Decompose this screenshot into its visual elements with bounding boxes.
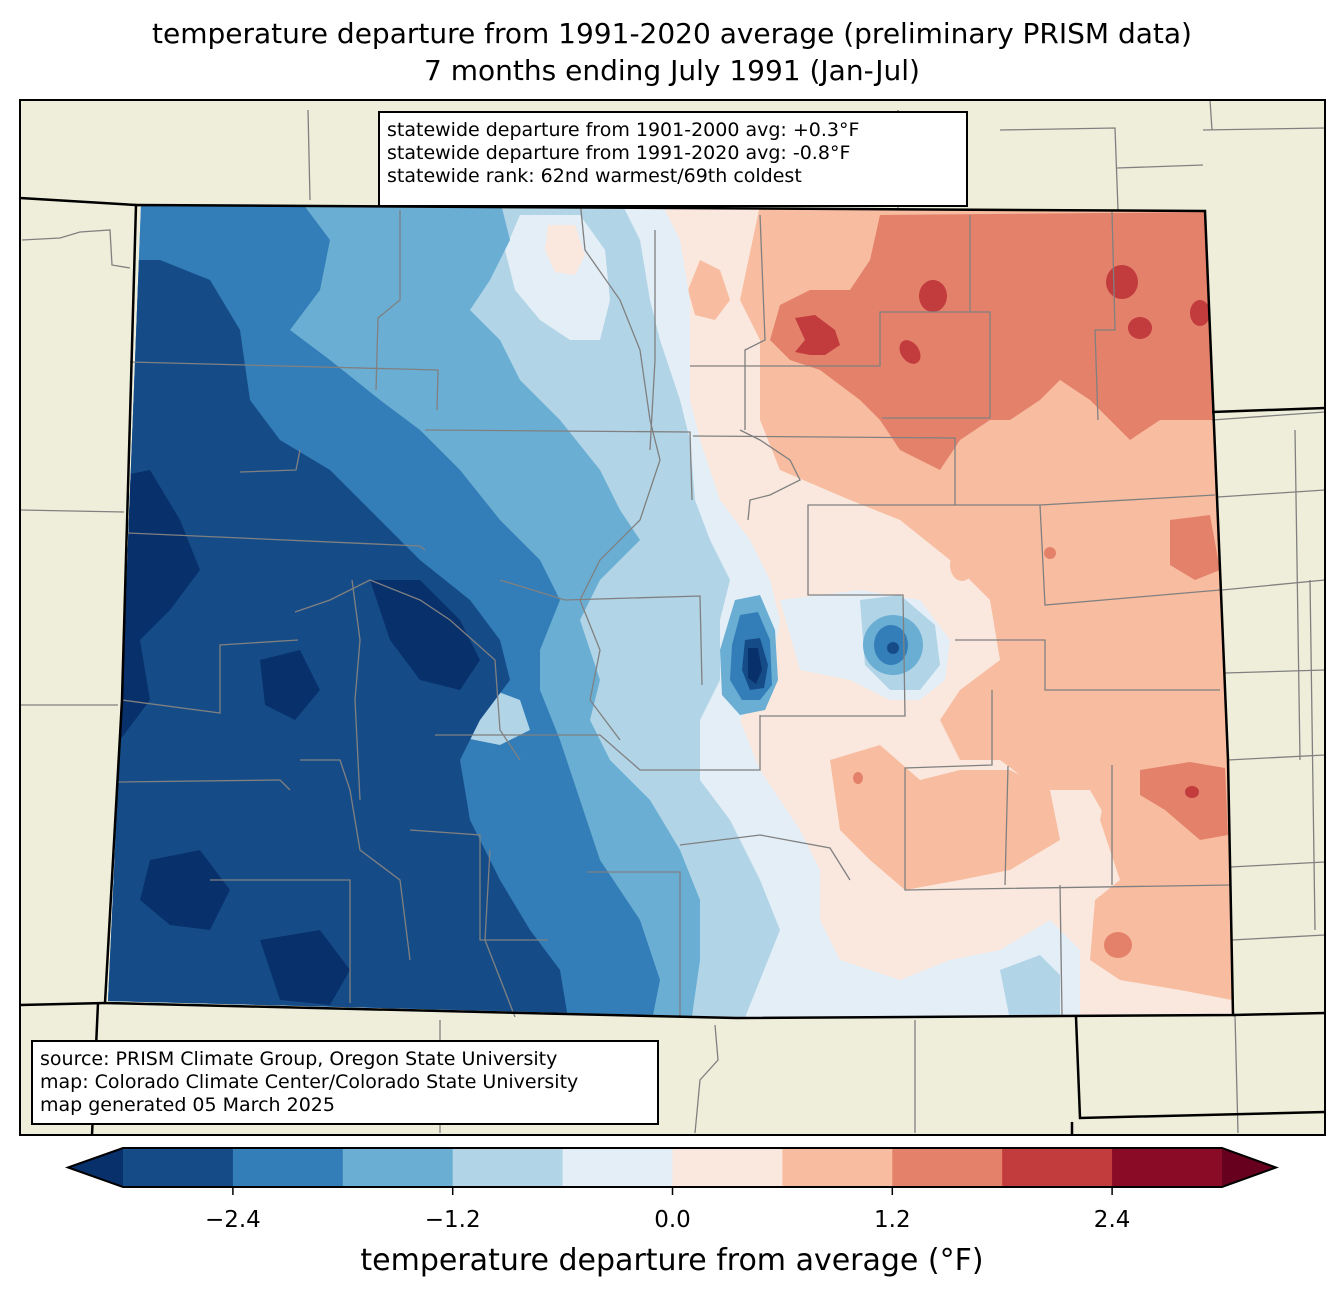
band-1.8-to-2.4 — [795, 315, 840, 355]
band-neg1.2-to-neg0.6 — [1000, 955, 1060, 1017]
colorbar-tick-label: 0.0 — [654, 1207, 691, 1233]
colorbar-label: temperature departure from average (°F) — [360, 1243, 984, 1278]
band-1.8-to-2.4 — [1128, 317, 1152, 339]
colorbar-extend-over — [1222, 1148, 1276, 1187]
band-0.6-to-1.2 — [688, 260, 730, 320]
band-below-neg3.0 — [748, 648, 762, 684]
band-1.2-to-1.8 — [1044, 547, 1056, 559]
colorbar-segment — [672, 1148, 783, 1187]
colorbar-segment — [1112, 1148, 1223, 1187]
band-0.6-to-1.2 — [830, 745, 1060, 890]
map-credit-line: map: Colorado Climate Center/Colorado St… — [40, 1071, 579, 1093]
stat-1901-2000: statewide departure from 1901-2000 avg: … — [387, 119, 860, 141]
colorbar-segment — [782, 1148, 893, 1187]
source-box: source: PRISM Climate Group, Oregon Stat… — [31, 1040, 659, 1125]
colorbar-tick-label: 2.4 — [1093, 1207, 1131, 1233]
band-neg0.6-to-0 — [505, 215, 610, 340]
band-below-neg3.0 — [260, 930, 350, 1005]
statewide-stats-box: statewide departure from 1901-2000 avg: … — [378, 111, 968, 207]
colorado-border — [103, 203, 1235, 1020]
colorbar-outline — [65, 1147, 1279, 1188]
colorbar-segment — [123, 1148, 234, 1187]
colorbar — [65, 1147, 1279, 1195]
band-0.6-to-1.2 — [950, 549, 974, 581]
chart-title-line2: 7 months ending July 1991 (Jan-Jul) — [424, 54, 920, 87]
colorbar-extend-under — [68, 1148, 123, 1187]
band-1.2-to-1.8 — [1170, 515, 1220, 580]
stat-rank: statewide rank: 62nd warmest/69th coldes… — [387, 165, 802, 187]
band-1.8-to-2.4 — [919, 280, 947, 312]
chart-title-line1: temperature departure from 1991-2020 ave… — [152, 17, 1192, 50]
colorbar-segment — [452, 1148, 564, 1187]
band-neg3.0-to-neg2.4 — [108, 260, 570, 1017]
band-1.2-to-1.8 — [853, 772, 863, 784]
source-line: source: PRISM Climate Group, Oregon Stat… — [40, 1048, 558, 1070]
map-frame — [19, 99, 1326, 1136]
colorbar-segment — [562, 1148, 673, 1187]
band-1.8-to-2.4 — [1190, 300, 1210, 326]
band-below-neg3.0 — [260, 650, 320, 720]
band-0-to-0.6 — [545, 225, 585, 275]
county-lines — [20, 100, 1325, 1134]
band-1.8-to-2.4 — [899, 340, 921, 364]
colorbar-tick-label: −1.2 — [424, 1207, 481, 1233]
band-1.2-to-1.8 — [1104, 932, 1132, 958]
band-neg3.0-to-neg2.4 — [887, 642, 899, 654]
colorbar-tick-label: −2.4 — [204, 1207, 261, 1233]
colorbar-segment — [892, 1148, 1003, 1187]
colorbar-tick-label: 1.2 — [874, 1207, 911, 1233]
temperature-field — [108, 205, 1232, 1017]
band-below-neg3.0 — [140, 850, 230, 930]
generated-date-line: map generated 05 March 2025 — [40, 1094, 335, 1116]
band-1.2-to-1.8 — [1140, 762, 1228, 840]
band-1.8-to-2.4 — [1106, 265, 1138, 299]
colorbar-segment — [232, 1148, 344, 1187]
band-1.8-to-2.4 — [1185, 786, 1199, 798]
band-1.2-to-1.8 — [770, 212, 1212, 470]
colorbar-segment — [1002, 1148, 1113, 1187]
band-below-neg3.0 — [370, 580, 480, 690]
stat-1991-2020: statewide departure from 1991-2020 avg: … — [387, 142, 851, 164]
colorbar-segment — [342, 1148, 454, 1187]
